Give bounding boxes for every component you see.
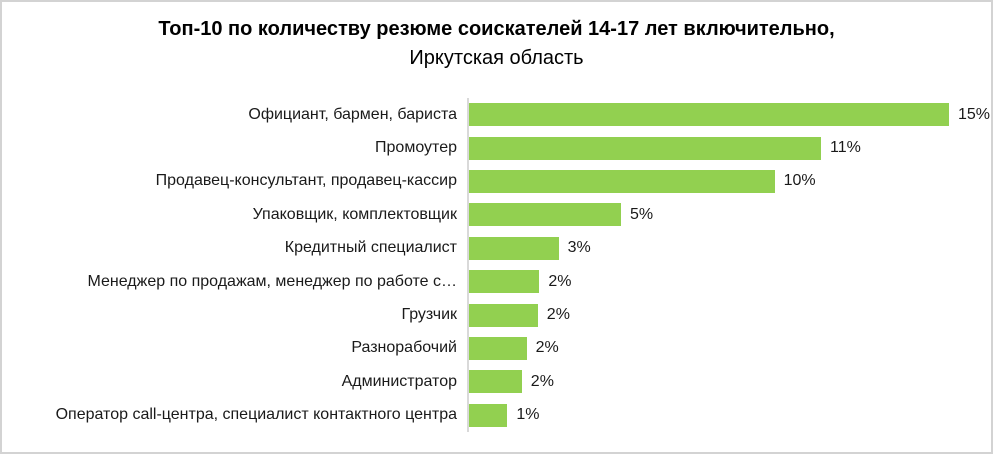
value-label: 3% <box>567 239 591 257</box>
bar <box>469 303 538 327</box>
bar <box>469 370 522 394</box>
category-label: Администратор <box>341 372 457 390</box>
value-label: 5% <box>630 205 654 223</box>
value-label: 2% <box>546 306 570 324</box>
category-label: Промоутер <box>375 139 457 157</box>
chart-row: Грузчик 2% <box>10 298 987 332</box>
category-label: Оператор call-центра, специалист контакт… <box>55 406 457 424</box>
category-label: Разнорабочий <box>351 339 457 357</box>
value-label: 2% <box>535 339 559 357</box>
category-label: Грузчик <box>401 306 457 324</box>
bar-area: 1% <box>467 398 987 432</box>
bar-area: 2% <box>467 365 987 399</box>
bar <box>469 103 949 127</box>
category-label: Кредитный специалист <box>284 239 457 257</box>
bar-area: 5% <box>467 198 987 232</box>
chart-title-line2: Иркутская область <box>409 47 584 69</box>
category-label: Упаковщик, комплектовщик <box>252 205 457 223</box>
chart-row: Продавец-консультант, продавец-кассир 10% <box>10 164 987 199</box>
value-label: 10% <box>783 172 816 190</box>
chart-row: Разнорабочий 2% <box>10 331 987 366</box>
chart-title: Топ-10 по количеству резюме соискателей … <box>2 2 991 73</box>
bar-area: 2% <box>467 331 987 366</box>
value-label: 11% <box>830 139 861 157</box>
chart-row: Официант, бармен, бариста 15% <box>10 98 991 132</box>
value-label: 15% <box>958 105 991 123</box>
bar-area: 3% <box>467 231 987 265</box>
bar <box>469 203 621 227</box>
value-label: 1% <box>516 406 540 424</box>
bar-area: 15% <box>467 98 991 132</box>
value-label: 2% <box>530 372 554 390</box>
category-label: Менеджер по продажам, менеджер по работе… <box>87 272 457 290</box>
bar-chart-plot-area: Официант, бармен, бариста 15% Промоутер 11%… <box>10 98 991 432</box>
bar <box>469 169 775 193</box>
chart-row: Менеджер по продажам, менеджер по работе… <box>10 264 987 299</box>
bar-area: 2% <box>467 298 987 332</box>
bar <box>469 336 527 360</box>
bar-area: 10% <box>467 164 987 199</box>
bar <box>469 403 508 427</box>
bar <box>469 136 821 160</box>
bar <box>469 236 559 260</box>
chart-title-line1: Топ-10 по количеству резюме соискателей … <box>158 18 835 40</box>
chart-row: Оператор call-центра, специалист контакт… <box>10 398 987 432</box>
chart-row: Промоутер 11% <box>10 131 987 165</box>
chart-row: Упаковщик, комплектовщик 5% <box>10 198 987 232</box>
bar-area: 11% <box>467 131 987 165</box>
chart-row: Кредитный специалист 3% <box>10 231 987 265</box>
value-label: 2% <box>548 272 572 290</box>
category-label: Продавец-консультант, продавец-кассир <box>155 172 457 190</box>
chart-row: Администратор 2% <box>10 365 987 399</box>
category-label: Официант, бармен, бариста <box>248 105 457 123</box>
bar <box>469 270 540 294</box>
bar-area: 2% <box>467 264 987 299</box>
